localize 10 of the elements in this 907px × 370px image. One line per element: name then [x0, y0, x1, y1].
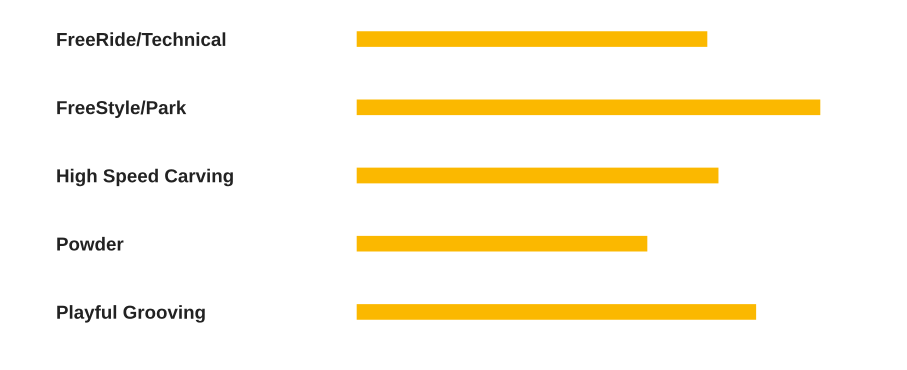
y-tick-label: FreeRide/Technical	[57, 32, 226, 46]
bar	[356, 302, 758, 322]
y-tick-label: FreeStyle/Park	[57, 100, 186, 118]
bar	[356, 30, 709, 48]
bar	[356, 98, 821, 117]
y-tick-label: High Speed Carving	[57, 168, 233, 186]
bar	[356, 234, 649, 253]
bar	[356, 166, 720, 185]
y-tick-label: Playful Grooving	[57, 305, 205, 323]
y-tick-label: Powder	[57, 236, 124, 251]
